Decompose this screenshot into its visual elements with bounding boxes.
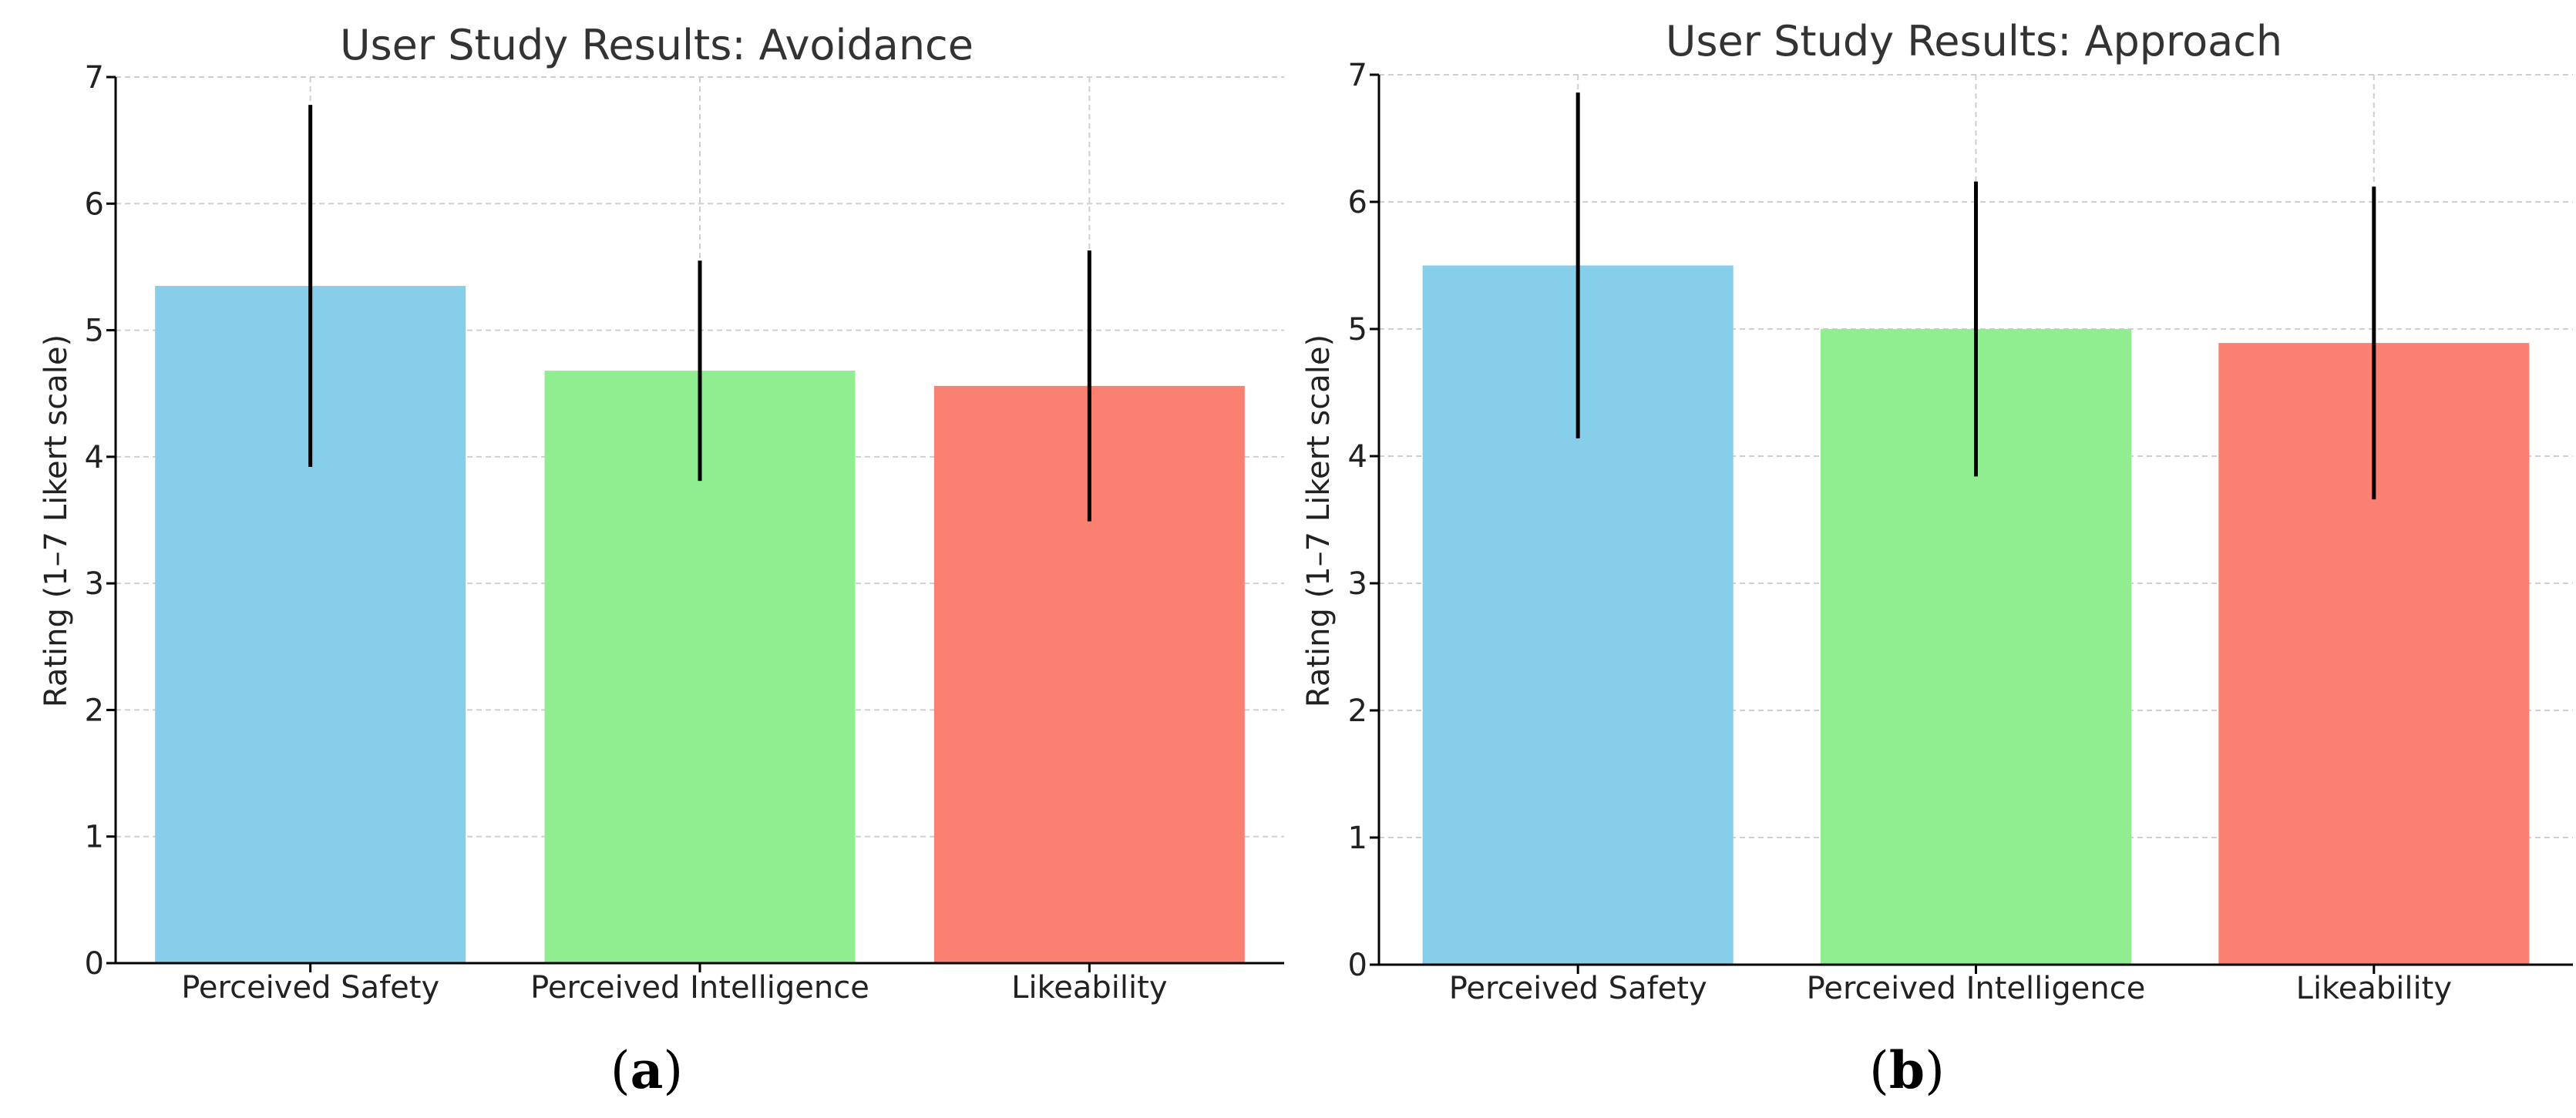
y-tick-label: 7 <box>85 60 104 96</box>
y-tick-label: 4 <box>85 440 104 475</box>
subcaption-a: (a) <box>610 1040 683 1100</box>
subcaption-close: ) <box>663 1041 683 1100</box>
y-tick-label: 2 <box>85 693 104 728</box>
subcaption-letter: b <box>1889 1040 1925 1100</box>
y-tick-label: 5 <box>85 314 104 349</box>
chart-panel-avoidance: 0 1 2 3 4 5 6 7 Perceived Safety Perceived Intel… <box>39 21 1284 1100</box>
y-tick-label: 1 <box>1348 821 1367 856</box>
y-tick-label: 1 <box>85 820 104 855</box>
subcaption-letter: a <box>631 1040 664 1100</box>
y-axis-label: Rating (1–7 Likert scale) <box>1301 334 1337 707</box>
y-tick-label: 3 <box>85 566 104 602</box>
y-tick-label: 4 <box>1348 439 1367 475</box>
subcaption-close: ) <box>1925 1041 1945 1100</box>
subcaption-open: ( <box>1869 1041 1889 1100</box>
errorbar-layer <box>308 105 1091 522</box>
x-tick-layer: Perceived Safety Perceived Intelligence Li… <box>181 963 1168 1006</box>
x-tick-label: Likeability <box>1011 970 1167 1006</box>
y-tick-label: 6 <box>1348 185 1367 220</box>
y-tick-label: 6 <box>85 186 104 222</box>
x-tick-label: Perceived Intelligence <box>530 970 869 1006</box>
x-tick-layer: Perceived Safety Perceived Intelligence Li… <box>1449 965 2452 1006</box>
y-axis-label: Rating (1–7 Likert scale) <box>39 334 74 707</box>
y-tick-label: 0 <box>85 946 104 982</box>
chart-title: User Study Results: Approach <box>1666 17 2282 65</box>
y-tick-label: 7 <box>1348 58 1367 93</box>
x-tick-label: Likeability <box>2296 971 2452 1006</box>
subcaption-b: (b) <box>1869 1040 1945 1100</box>
y-tick-label: 0 <box>1348 948 1367 983</box>
y-tick-label: 3 <box>1348 566 1367 602</box>
subcaption-open: ( <box>610 1041 631 1100</box>
x-tick-label: Perceived Safety <box>181 970 439 1006</box>
bar-layer <box>155 286 1245 964</box>
chart-panel-approach: 0 1 2 3 4 5 6 7 Perceived Safety Perceived Intel… <box>1301 17 2573 1100</box>
y-tick-label: 2 <box>1348 693 1367 729</box>
y-tick-label: 5 <box>1348 312 1367 347</box>
x-tick-label: Perceived Safety <box>1449 971 1707 1006</box>
errorbar-layer <box>1576 92 2376 500</box>
x-tick-label: Perceived Intelligence <box>1807 971 2146 1006</box>
y-tick-layer: 0 1 2 3 4 5 6 7 <box>85 60 116 982</box>
y-tick-layer: 0 1 2 3 4 5 6 7 <box>1348 58 1379 983</box>
chart-title: User Study Results: Avoidance <box>340 21 974 69</box>
